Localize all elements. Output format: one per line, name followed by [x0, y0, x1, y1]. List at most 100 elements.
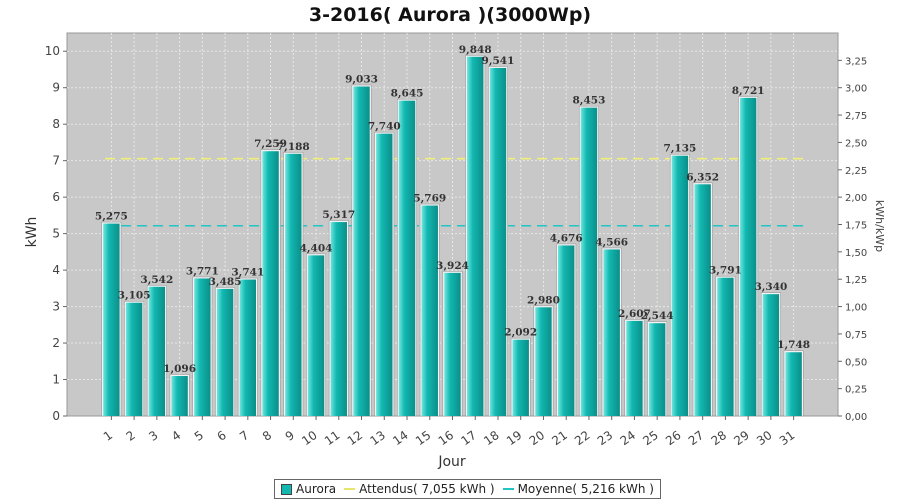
- bar-day-21: [558, 245, 575, 416]
- bar-day-24: [626, 320, 643, 416]
- x-tick-label: 30: [754, 428, 775, 448]
- bar-day-17: [467, 56, 484, 417]
- x-axis-ticks: 1 2 3 4 5 6 7 8 9 10 11 12 13 14 15 16 17 18 19 20 21 22 23 24 2…: [101, 416, 797, 448]
- legend-swatch-aurora: [281, 483, 292, 495]
- bar-day-2: [125, 302, 143, 416]
- bar-day-14: [398, 100, 416, 416]
- y2-axis-ticks: 0,00 0,25 0,50 0,75 1,00 1,25 1,50 1,75 2,00 2,25…: [838, 56, 867, 423]
- y-tick-label: 1: [52, 373, 60, 387]
- x-tick-label: 13: [367, 428, 388, 448]
- y2-tick-label: 2,50: [845, 138, 867, 149]
- data-label: 8,721: [732, 85, 765, 97]
- bar-day-12: [353, 86, 370, 417]
- bar-day-15: [421, 205, 438, 416]
- bar-day-28: [717, 277, 734, 416]
- bar-day-13: [376, 133, 393, 416]
- data-label: 7,188: [277, 141, 310, 153]
- data-label: 7,259: [254, 138, 287, 150]
- y2-axis-title: kWh/kWp: [873, 200, 886, 252]
- x-tick-label: 16: [436, 428, 457, 448]
- x-tick-label: 12: [345, 428, 366, 448]
- bar-day-11: [330, 222, 347, 416]
- data-label: 2,092: [504, 327, 537, 339]
- data-label: 1,096: [163, 363, 196, 375]
- bar-day-18: [489, 67, 507, 417]
- y2-tick-label: 0,50: [845, 357, 867, 368]
- bar-day-5: [194, 278, 211, 416]
- y2-tick-label: 1,25: [845, 275, 867, 286]
- bar-day-1: [103, 223, 120, 416]
- data-label: 3,791: [709, 265, 742, 277]
- x-tick-label: 3: [146, 428, 160, 444]
- data-label: 3,105: [118, 290, 151, 302]
- x-tick-label: 15: [413, 428, 434, 448]
- bar-day-27: [694, 184, 711, 416]
- legend-item-aurora: Aurora: [281, 482, 336, 496]
- data-label: 4,404: [300, 242, 333, 254]
- x-tick-label: 7: [237, 428, 251, 444]
- bar-day-7: [239, 279, 257, 416]
- y2-tick-label: 1,75: [845, 221, 867, 232]
- x-tick-label: 10: [299, 428, 320, 448]
- data-label: 3,741: [231, 267, 264, 279]
- x-tick-label: 1: [101, 428, 115, 444]
- bar-day-26: [671, 155, 689, 417]
- bar-day-23: [603, 249, 620, 416]
- bars: [101, 54, 804, 417]
- y-tick-label: 2: [52, 336, 60, 350]
- legend-swatch-attendus: [344, 488, 356, 490]
- data-label: 5,769: [413, 193, 446, 205]
- data-label: 5,275: [95, 211, 128, 223]
- data-label: 3,542: [140, 274, 173, 286]
- bar-day-4: [171, 376, 188, 416]
- data-label: 9,033: [345, 74, 378, 86]
- bar-day-9: [285, 153, 302, 416]
- legend-item-moyenne: Moyenne( 5,216 kWh ): [502, 482, 654, 496]
- x-tick-label: 9: [283, 428, 297, 444]
- y-tick-label: 9: [52, 81, 60, 95]
- bar-day-3: [148, 286, 166, 416]
- x-tick-label: 25: [640, 428, 661, 448]
- x-tick-label: 24: [618, 428, 639, 448]
- legend: Aurora Attendus( 7,055 kWh ) Moyenne( 5,…: [274, 479, 661, 499]
- y-tick-label: 6: [52, 190, 60, 204]
- bar-day-29: [739, 97, 757, 416]
- x-tick-label: 22: [572, 428, 593, 448]
- y-axis-ticks: 0 1 2 3 4 5 6 7 8 9 10: [45, 44, 67, 423]
- bar-day-22: [580, 107, 598, 417]
- x-tick-label: 23: [595, 428, 616, 448]
- data-label: 3,771: [186, 265, 219, 277]
- y-tick-label: 0: [52, 409, 60, 423]
- bar-day-10: [307, 255, 325, 416]
- x-tick-label: 11: [322, 428, 343, 448]
- legend-label-moyenne: Moyenne( 5,216 kWh ): [517, 482, 654, 496]
- y2-tick-label: 0,00: [845, 412, 867, 423]
- data-label: 9,848: [459, 44, 492, 56]
- x-tick-label: 18: [481, 428, 502, 448]
- data-label: 3,485: [209, 276, 242, 288]
- y2-tick-label: 2,25: [845, 166, 867, 177]
- y-tick-label: 5: [52, 227, 60, 241]
- data-label: 8,645: [391, 88, 424, 100]
- x-tick-label: 5: [192, 428, 206, 444]
- chart-title: 3-2016( Aurora )(3000Wp): [309, 4, 591, 26]
- x-tick-label: 26: [663, 428, 684, 448]
- bar-day-20: [535, 307, 552, 416]
- x-tick-label: 27: [686, 428, 707, 448]
- x-tick-label: 2: [124, 428, 138, 444]
- data-label: 8,453: [573, 95, 606, 107]
- data-label: 4,676: [550, 232, 583, 244]
- bar-day-31: [785, 352, 802, 416]
- bar-day-6: [216, 288, 234, 416]
- y2-tick-label: 3,00: [845, 84, 867, 95]
- x-tick-label: 14: [390, 428, 411, 448]
- data-label: 1,748: [777, 339, 810, 351]
- y-axis-title: kWh: [24, 217, 40, 248]
- x-tick-label: 21: [549, 428, 570, 448]
- data-label: 3,924: [436, 260, 469, 272]
- data-label: 4,566: [595, 236, 628, 248]
- bar-day-16: [444, 272, 461, 416]
- data-label: 7,740: [368, 121, 401, 133]
- y2-tick-label: 3,25: [845, 56, 867, 67]
